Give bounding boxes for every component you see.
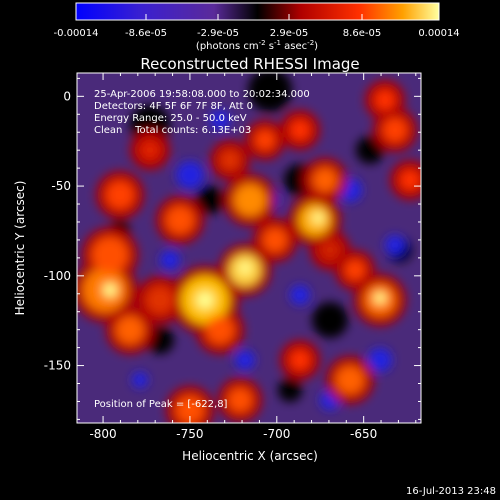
emission-source bbox=[263, 228, 287, 252]
emission-source bbox=[336, 366, 364, 394]
negative-region bbox=[160, 250, 180, 270]
annotation-energy: Energy Range: 25.0 - 50.0 keV bbox=[94, 113, 247, 124]
annotation-detectors: Detectors: 4F 5F 6F 7F 8F, Att 0 bbox=[94, 101, 253, 112]
emission-source bbox=[220, 150, 240, 170]
footer-timestamp: 16-Jul-2013 23:48 bbox=[406, 486, 496, 497]
x-tick-label: -800 bbox=[89, 427, 116, 441]
emission-source bbox=[313, 168, 337, 192]
colorbar-units: (photons cm-2 s-1 asec-2) bbox=[196, 39, 318, 52]
emission-source bbox=[290, 350, 310, 370]
emission-peak bbox=[312, 212, 324, 224]
dark-region bbox=[196, 186, 224, 214]
x-axis-label: Heliocentric X (arcsec) bbox=[182, 449, 318, 463]
emission-source bbox=[375, 90, 395, 110]
dark-region bbox=[356, 136, 384, 164]
colorbar bbox=[75, 2, 440, 21]
y-tick-label: -50 bbox=[51, 179, 71, 193]
colorbar-tick-label: 2.9e-05 bbox=[270, 28, 308, 39]
negative-region bbox=[368, 348, 392, 372]
x-tick-label: -750 bbox=[176, 427, 203, 441]
emission-source bbox=[228, 388, 252, 412]
emission-source bbox=[140, 140, 160, 160]
axis-ticks: -800 -750 -700 -650 0 -50 -100 -150 bbox=[44, 73, 421, 441]
emission-source bbox=[383, 118, 407, 142]
y-tick-label: -100 bbox=[44, 269, 71, 283]
negative-region bbox=[210, 110, 230, 130]
emission-source bbox=[116, 316, 144, 344]
emission-source bbox=[166, 206, 194, 234]
emission-source bbox=[290, 120, 310, 140]
emission-peak bbox=[374, 292, 386, 304]
peak-position-label: Position of Peak = [-622,8] bbox=[94, 399, 228, 410]
colorbar-tick-label: -0.00014 bbox=[54, 28, 99, 39]
emission-source bbox=[146, 286, 174, 314]
emission-source bbox=[234, 184, 266, 216]
colorbar-tick-label: 8.6e-05 bbox=[343, 28, 381, 39]
annotation-block: 25-Apr-2006 19:58:08.000 to 20:02:34.000… bbox=[94, 89, 310, 136]
colorbar-tick-label: -2.9e-05 bbox=[197, 28, 239, 39]
emission-source bbox=[206, 316, 234, 344]
emission-source bbox=[400, 170, 420, 190]
negative-region bbox=[290, 285, 310, 305]
dark-region bbox=[278, 378, 302, 402]
emission-source bbox=[92, 237, 128, 273]
emission-source bbox=[255, 130, 275, 150]
x-tick-label: -650 bbox=[350, 427, 377, 441]
negative-region bbox=[132, 372, 148, 388]
annotation-counts: Clean Total counts: 6.13E+03 bbox=[94, 125, 251, 136]
heatmap-image bbox=[77, 73, 421, 423]
y-axis-label: Heliocentric Y (arcsec) bbox=[13, 181, 27, 316]
negative-region bbox=[176, 161, 204, 189]
chart-title: Reconstructed RHESSI Image bbox=[140, 55, 359, 73]
y-tick-label: 0 bbox=[63, 89, 71, 103]
emission-source bbox=[106, 181, 134, 209]
plot-frame bbox=[76, 72, 422, 424]
emission-source bbox=[176, 396, 204, 423]
dark-region bbox=[248, 73, 292, 112]
emission-peak bbox=[103, 283, 117, 297]
y-tick-label: -150 bbox=[44, 359, 71, 373]
emission-peak bbox=[196, 291, 214, 309]
negative-region bbox=[235, 350, 255, 370]
x-tick-label: -700 bbox=[263, 427, 290, 441]
emission-source bbox=[345, 260, 365, 280]
dark-region bbox=[312, 302, 348, 338]
negative-region bbox=[385, 235, 405, 255]
colorbar-tick-label: 0.00014 bbox=[418, 28, 459, 39]
emission-source bbox=[320, 240, 340, 260]
colorbar-ticks: -0.00014 -8.6e-05 -2.9e-05 2.9e-05 8.6e-05 0.… bbox=[54, 14, 460, 39]
emission-peak bbox=[239, 262, 251, 274]
colorbar-tick-label: -8.6e-05 bbox=[125, 28, 167, 39]
annotation-time-range: 25-Apr-2006 19:58:08.000 to 20:02:34.000 bbox=[94, 89, 310, 100]
